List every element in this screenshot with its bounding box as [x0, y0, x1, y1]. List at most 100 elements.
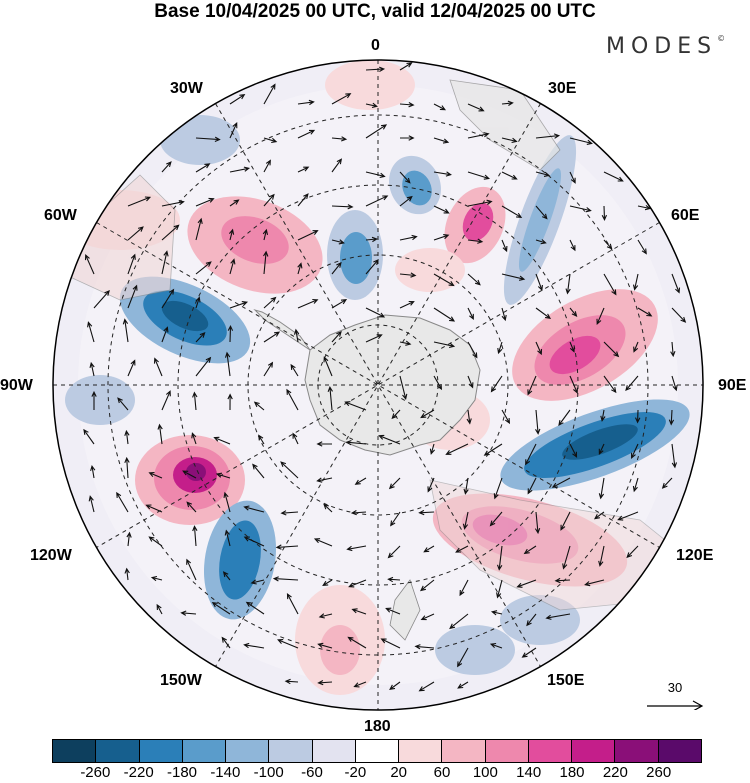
- colorbar-swatch: [138, 739, 182, 763]
- wind-arrow: [127, 284, 138, 309]
- wind-arrow: [157, 423, 163, 445]
- wind-arrow: [229, 258, 236, 275]
- colorbar-swatch: [527, 739, 572, 763]
- wind-arrow: [286, 388, 299, 411]
- wind-arrow: [124, 429, 130, 445]
- wind-arrow: [501, 409, 511, 425]
- wind-arrow: [280, 461, 299, 479]
- new-zealand: [389, 579, 421, 641]
- wind-arrow: [252, 463, 265, 479]
- wind-arrow: [516, 579, 537, 588]
- wind-arrow: [598, 545, 605, 567]
- wind-arrow: [211, 602, 231, 615]
- wind-arrow: [365, 259, 379, 275]
- colorbar-tick-label: 140: [516, 764, 542, 781]
- wind-arrow: [186, 558, 197, 581]
- colorbar-tick-label: -100: [253, 764, 284, 781]
- lon-label-120w: 120W: [30, 547, 72, 564]
- wind-arrow: [493, 477, 503, 500]
- wind-arrow: [433, 341, 456, 349]
- wind-arrow: [501, 100, 514, 106]
- colorbar-tick-label: 60: [433, 764, 451, 781]
- wind-arrow: [191, 432, 197, 445]
- wind-arrow: [227, 324, 234, 343]
- wind-arrow: [161, 390, 171, 411]
- wind-arrow: [433, 137, 450, 144]
- wind-arrow: [331, 239, 345, 245]
- lon-label-30w: 30W: [170, 80, 203, 97]
- wind-arrow: [601, 205, 608, 221]
- wind-arrow: [195, 296, 201, 309]
- wind-arrow: [449, 613, 469, 630]
- wind-arrow: [385, 607, 401, 615]
- wind-arrow: [365, 171, 386, 179]
- wind-arrow: [286, 592, 299, 615]
- colorbar-ticks: -260 -220 -180 -140 -100 -60 -20 20 60 100 140 180 2…: [52, 764, 702, 783]
- wind-arrow: [180, 610, 197, 616]
- colorbar-swatch: [52, 739, 96, 763]
- lon-label-180: 180: [364, 718, 391, 735]
- wind-arrow: [229, 166, 251, 173]
- wind-arrow: [420, 579, 435, 592]
- wind-arrow: [661, 477, 673, 489]
- colorbar-tick-label: 180: [559, 764, 585, 781]
- wind-arrow: [569, 443, 578, 458]
- wind-arrow: [148, 536, 163, 547]
- wind-arrow: [124, 456, 130, 479]
- colorbar-swatch: [441, 739, 485, 763]
- colorbar-swatch: [225, 739, 269, 763]
- wind-arrow: [222, 571, 231, 581]
- wind-arrow: [490, 375, 503, 393]
- wind-arrow: [297, 298, 319, 309]
- wind-arrow: [535, 133, 561, 139]
- wind-arrow: [88, 495, 95, 513]
- colorbar-tick-label: -180: [166, 764, 198, 781]
- wind-arrow: [433, 234, 450, 241]
- wind-arrow: [297, 262, 303, 275]
- wind-arrow: [433, 171, 452, 177]
- wind-arrow: [420, 409, 435, 419]
- wind-arrow: [148, 472, 163, 479]
- wind-arrow: [221, 636, 231, 649]
- wind-arrow: [596, 307, 605, 325]
- wind-arrow: [423, 545, 435, 553]
- wind-arrow: [634, 409, 641, 424]
- wind-arrow: [263, 159, 271, 173]
- wind-arrow: [228, 228, 235, 241]
- wind-arrow: [91, 390, 97, 410]
- wind-arrow: [418, 509, 435, 516]
- lon-label-90w: 90W: [0, 377, 33, 394]
- wind-arrow: [501, 239, 508, 253]
- wind-arrow: [569, 239, 576, 252]
- colorbar-swatch: [571, 739, 615, 763]
- wind-arrow: [637, 204, 652, 211]
- wind-arrow: [433, 273, 455, 287]
- wind-arrow: [490, 610, 503, 616]
- wind-arrow: [365, 334, 383, 343]
- wind-arrow: [467, 132, 490, 139]
- wind-arrow: [84, 254, 95, 275]
- wind-arrow: [223, 491, 231, 513]
- wind-arrow: [535, 205, 548, 220]
- wind-arrow: [380, 638, 401, 649]
- wind-arrow: [262, 228, 269, 241]
- wind-arrow: [445, 443, 469, 455]
- wind-arrow: [414, 644, 435, 650]
- wind-arrow: [351, 608, 367, 615]
- wind-arrow: [433, 103, 447, 111]
- wind-arrow: [263, 250, 269, 275]
- wind-arrow: [195, 136, 221, 143]
- wind-arrow: [150, 575, 163, 582]
- wind-arrow: [671, 273, 681, 294]
- wind-arrow: [399, 102, 415, 108]
- wind-arrow: [565, 273, 571, 295]
- wind-arrow: [387, 576, 401, 583]
- wind-arrow: [399, 300, 415, 309]
- wind-arrow: [489, 511, 503, 527]
- wind-arrow: [284, 678, 299, 685]
- wind-arrow: [535, 239, 547, 245]
- wind-arrow: [521, 647, 537, 658]
- wind-arrow: [365, 236, 378, 243]
- wind-arrow: [323, 356, 333, 377]
- wind-arrow: [569, 137, 593, 145]
